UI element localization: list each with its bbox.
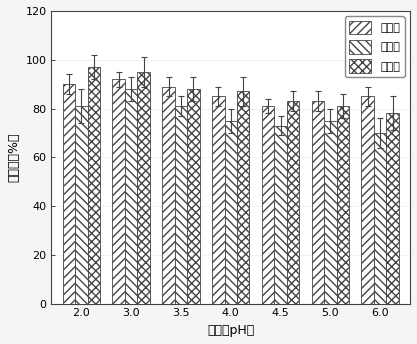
Bar xyxy=(362,96,374,304)
Bar xyxy=(311,101,324,304)
Bar xyxy=(274,126,287,304)
Bar xyxy=(287,101,299,304)
Bar xyxy=(75,106,88,304)
Bar xyxy=(63,84,75,304)
Bar xyxy=(337,106,349,304)
Bar xyxy=(374,133,387,304)
Bar xyxy=(88,67,100,304)
X-axis label: 萝取剂pH値: 萝取剂pH値 xyxy=(207,324,254,337)
Bar xyxy=(162,87,175,304)
Bar xyxy=(187,89,200,304)
Y-axis label: 回收率（%）: 回收率（%） xyxy=(7,132,20,182)
Bar xyxy=(224,121,237,304)
Bar xyxy=(137,72,150,304)
Bar xyxy=(212,96,224,304)
Legend: 甲基汞, 乙基汞, 无机汞: 甲基汞, 乙基汞, 无机汞 xyxy=(344,17,404,77)
Bar xyxy=(237,92,249,304)
Bar xyxy=(324,121,337,304)
Bar xyxy=(125,89,137,304)
Bar xyxy=(387,114,399,304)
Bar xyxy=(175,106,187,304)
Bar xyxy=(113,79,125,304)
Bar xyxy=(262,106,274,304)
